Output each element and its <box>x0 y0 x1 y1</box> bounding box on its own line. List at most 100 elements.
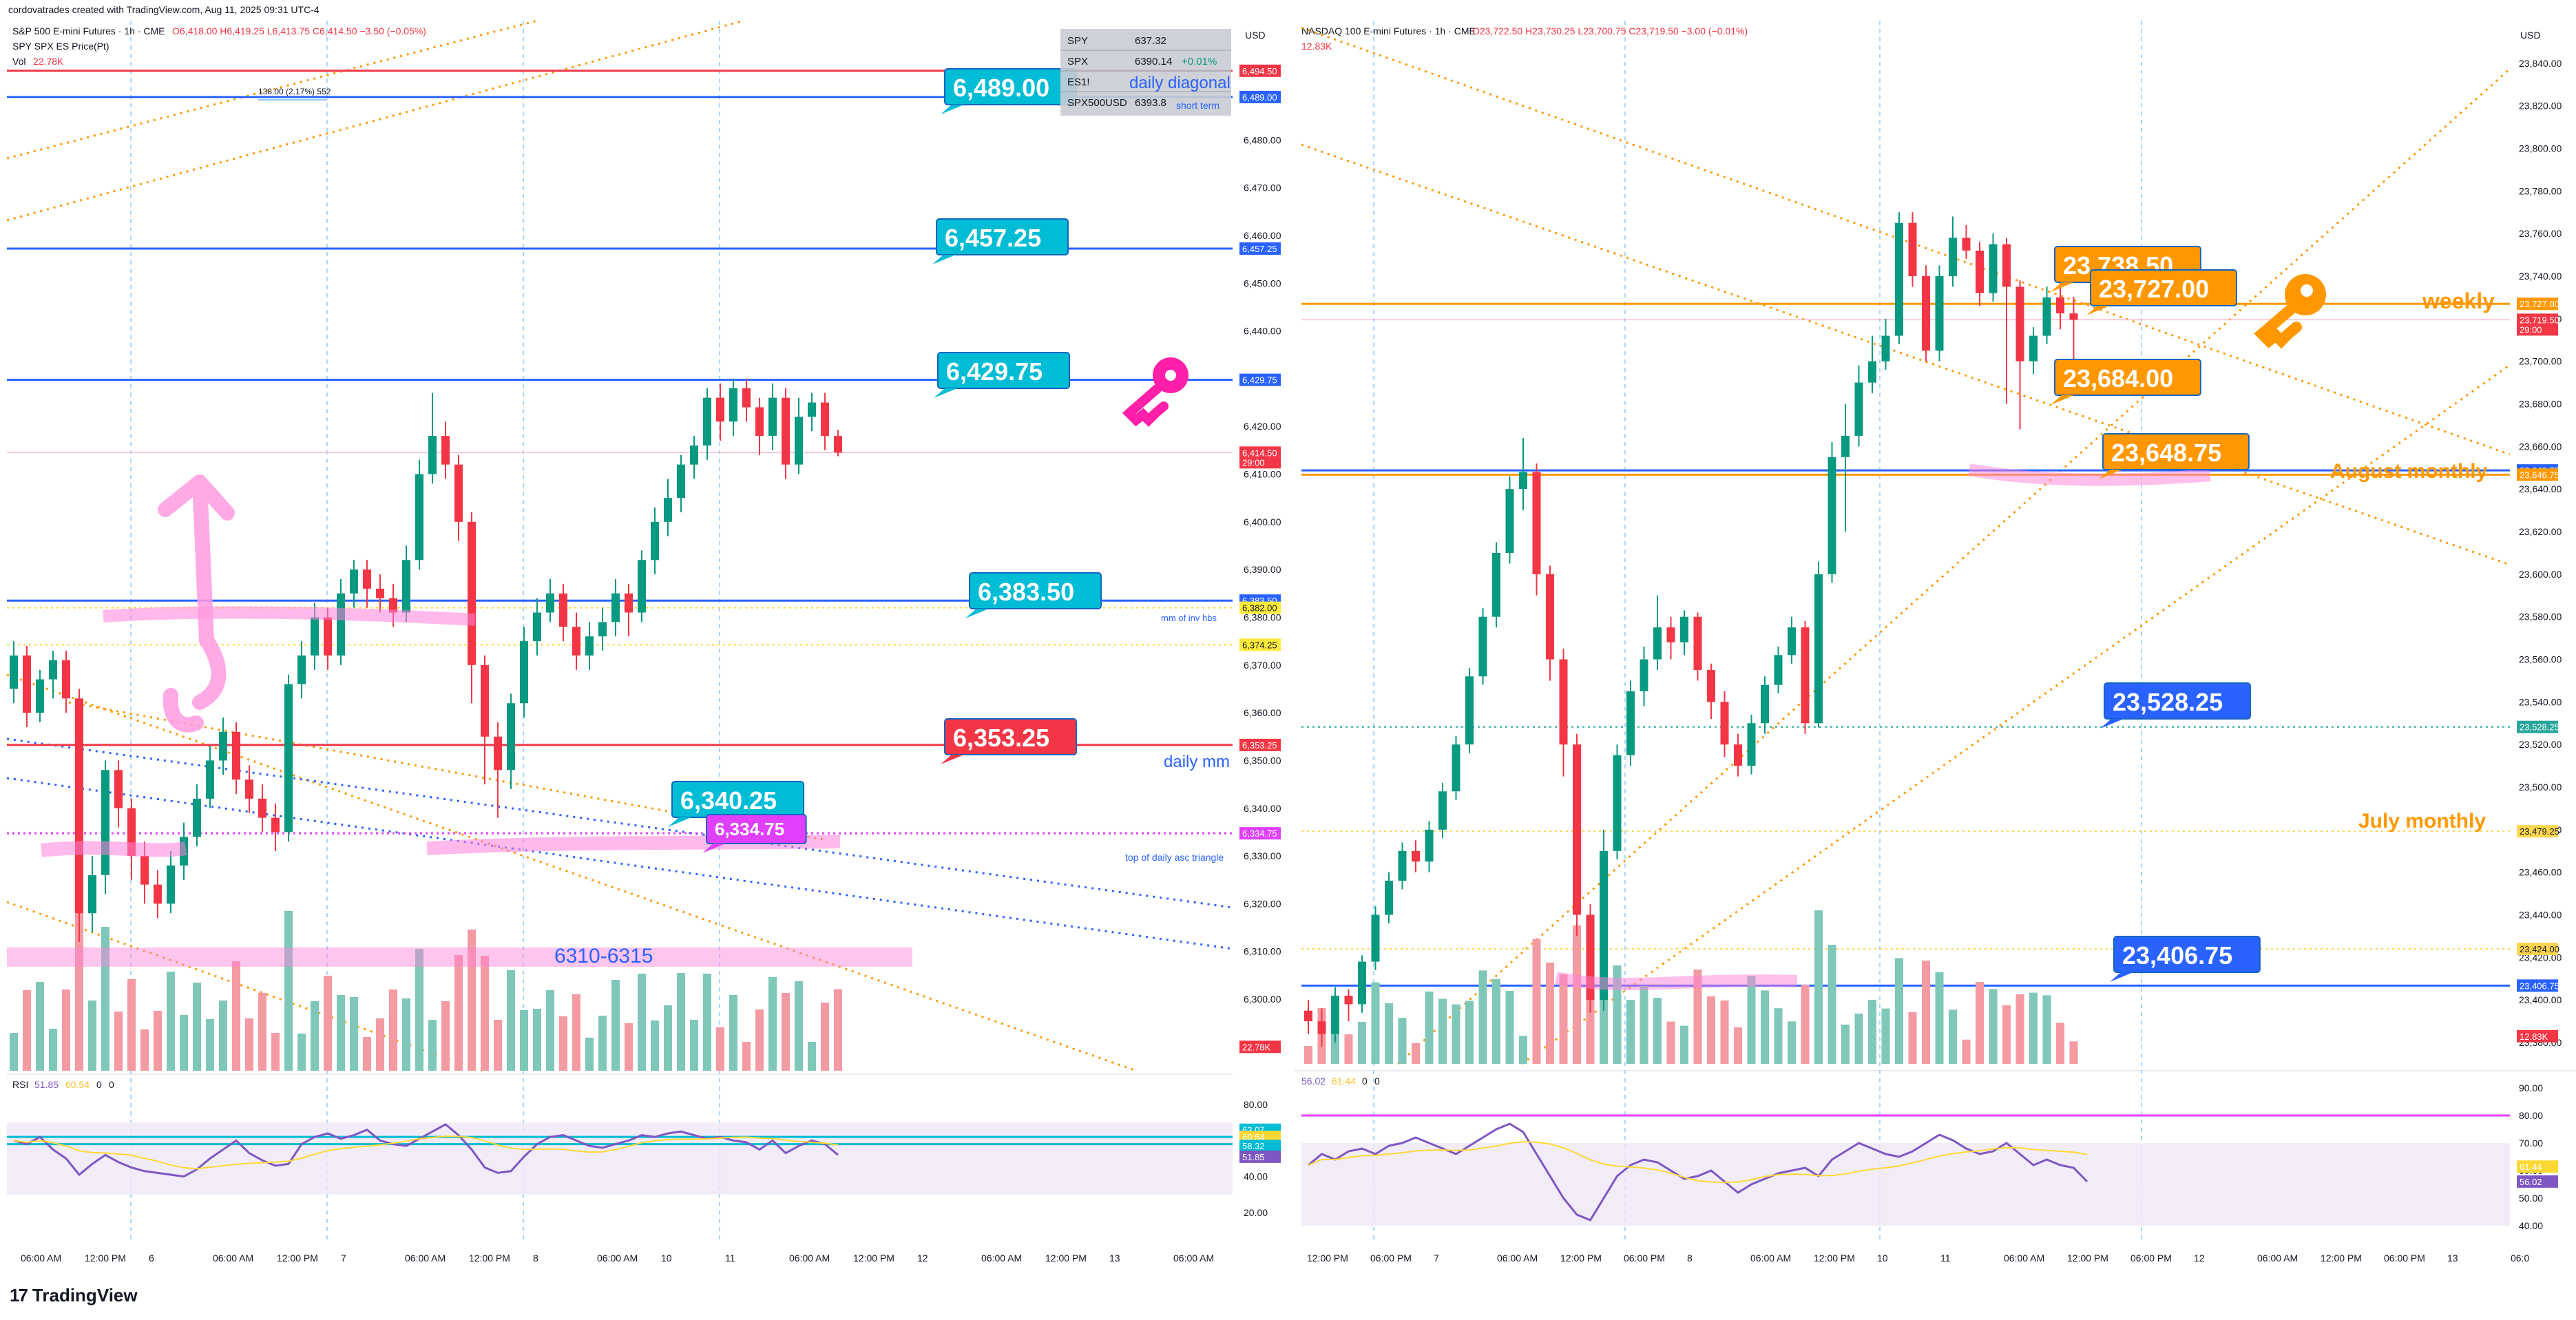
es-y-tick: 6,310.00 <box>1244 946 1281 957</box>
nq-candle <box>2042 297 2051 336</box>
nq-x-tick: 06:0 <box>2511 1253 2529 1264</box>
nq-chart-panel[interactable]: NASDAQ 100 E-mini Futures · 1h · CME O23,… <box>1295 0 2576 1281</box>
nq-rsi-band <box>1301 1143 2510 1226</box>
es-extra-tag-sub: 29:00 <box>1242 457 1265 468</box>
es-volume-bar <box>598 1016 607 1071</box>
es-y-tick: 6,330.00 <box>1244 850 1281 861</box>
es-volume-bar <box>10 1033 18 1071</box>
nq-candle <box>2015 286 2024 362</box>
nq-x-tick: 06:00 PM <box>2130 1253 2172 1264</box>
es-callout-6429-text: 6,429.75 <box>946 357 1043 386</box>
es-volume-bar <box>755 1009 764 1071</box>
watchlist-symbol[interactable]: SPX <box>1067 56 1088 67</box>
es-rsi-tag-text: 58.32 <box>1242 1141 1265 1151</box>
nq-y-tick: 23,820.00 <box>2519 101 2562 112</box>
es-candle <box>533 612 541 642</box>
es-volume-bar <box>454 955 463 1071</box>
es-callout-6340-pointer <box>668 817 691 827</box>
watchlist-symbol[interactable]: SPX500USD <box>1067 97 1127 109</box>
es-extra-tag-bg <box>1239 601 1281 614</box>
nq-callout-23684-box <box>2054 359 2201 396</box>
watchlist-symbol[interactable]: SPY <box>1067 35 1088 47</box>
es-volume-bar <box>808 1042 816 1071</box>
es-mm-inv-label: mm of inv hbs <box>1161 613 1217 623</box>
nq-title: NASDAQ 100 E-mini Futures · 1h · CME <box>1301 25 1476 36</box>
nq-rsi-v3: 0 <box>1362 1076 1368 1087</box>
nq-candle <box>1868 361 1876 383</box>
nq-callout-23528-box <box>2104 682 2251 720</box>
es-currency: USD <box>1245 30 1266 41</box>
nq-rsi-tick: 50.00 <box>2519 1193 2543 1204</box>
es-x-tick: 10 <box>661 1253 672 1264</box>
nq-callout-23528-pointer <box>2100 719 2124 729</box>
es-ohlc: O6,418.00 H6,419.25 L6,413.75 C6,414.50 … <box>172 25 426 36</box>
nq-extra-tag-bg <box>2517 1029 2558 1043</box>
es-candle <box>23 655 31 713</box>
es-x-tick: 7 <box>341 1253 346 1264</box>
es-candle <box>742 388 751 408</box>
nq-volume-bar <box>1478 970 1487 1064</box>
watchlist-value: 6393.8 <box>1135 97 1166 109</box>
es-candle <box>468 521 476 665</box>
es-volume-bar <box>415 949 423 1071</box>
watchlist-symbol[interactable]: ES1! <box>1067 76 1090 88</box>
nq-y-tick: 23,400.00 <box>2519 994 2562 1005</box>
nq-x-tick: 12 <box>2194 1253 2205 1264</box>
nq-volume-bar <box>1788 1021 1796 1064</box>
nq-volume-bar <box>1344 1034 1353 1064</box>
es-orange-diagonal <box>6 19 538 160</box>
es-volume-bar <box>324 976 332 1071</box>
es-candle <box>834 436 842 453</box>
es-candle <box>75 698 83 914</box>
nq-currency: USD <box>2520 30 2541 41</box>
es-vol-label: Vol <box>12 56 25 67</box>
es-candle <box>520 641 528 704</box>
nq-level-tag-bg <box>2517 468 2558 481</box>
es-chart-panel[interactable]: S&P 500 E-mini Futures · 1h · CME O6,418… <box>0 0 1295 1281</box>
es-callout-6334-box <box>706 814 807 844</box>
nq-candle <box>1398 850 1407 881</box>
es-level-tag-text: 6,429.75 <box>1242 375 1277 386</box>
nq-volume-bar <box>1693 970 1702 1064</box>
es-candle <box>36 679 44 713</box>
nq-y-tick: 23,500.00 <box>2519 782 2562 793</box>
es-volume-bar <box>88 1001 96 1071</box>
es-candle <box>258 798 266 818</box>
es-candle <box>402 560 410 613</box>
nq-candle <box>1331 996 1339 1034</box>
es-volume-bar <box>206 1019 214 1071</box>
nq-y-tick: 23,440.00 <box>2519 910 2562 921</box>
nq-y-tick: 23,740.00 <box>2519 271 2562 282</box>
es-callout-6489-pointer <box>941 105 964 114</box>
es-level-tag-text: 6,457.25 <box>1242 244 1277 254</box>
nq-level-tag-bg <box>2517 825 2558 838</box>
es-candle <box>768 397 777 437</box>
es-x-tick: 06:00 AM <box>405 1253 446 1264</box>
watchlist-panel[interactable] <box>1060 29 1231 116</box>
nq-rsi-ma-line <box>1308 1141 2088 1184</box>
es-level-tag-bg <box>1239 242 1281 255</box>
es-volume-bar <box>481 956 489 1071</box>
es-rsi-v3: 0 <box>96 1079 102 1090</box>
nq-y-tick: 23,800.00 <box>2519 143 2562 154</box>
es-candle <box>625 593 633 613</box>
nq-candle <box>1666 627 1675 642</box>
es-y-tick: 6,370.00 <box>1244 660 1281 671</box>
nq-x-tick: 12:00 PM <box>1814 1253 1855 1264</box>
es-candle <box>363 569 371 589</box>
es-chart-svg[interactable]: S&P 500 E-mini Futures · 1h · CME O6,418… <box>0 0 1295 1281</box>
nq-y-tick: 23,700.00 <box>2519 356 2562 367</box>
es-title: S&P 500 E-mini Futures · 1h · CME <box>12 25 165 36</box>
nq-y-tick: 23,540.00 <box>2519 696 2562 707</box>
es-daily-diagonal-label: daily diagonal <box>1129 74 1231 92</box>
es-volume-bar <box>821 1003 829 1071</box>
nq-x-tick: 06:00 AM <box>1750 1253 1791 1264</box>
nq-volume-bar <box>1922 961 1930 1064</box>
es-candle <box>154 884 162 904</box>
es-volume-bar <box>75 899 83 1071</box>
nq-august-label: August monthly <box>2330 460 2488 483</box>
es-rsi-ma-line <box>13 1135 839 1170</box>
nq-candle <box>1761 684 1769 724</box>
es-level-tag-text: 6,494.50 <box>1242 66 1277 76</box>
nq-chart-svg[interactable]: NASDAQ 100 E-mini Futures · 1h · CMEO23,… <box>1295 0 2576 1281</box>
